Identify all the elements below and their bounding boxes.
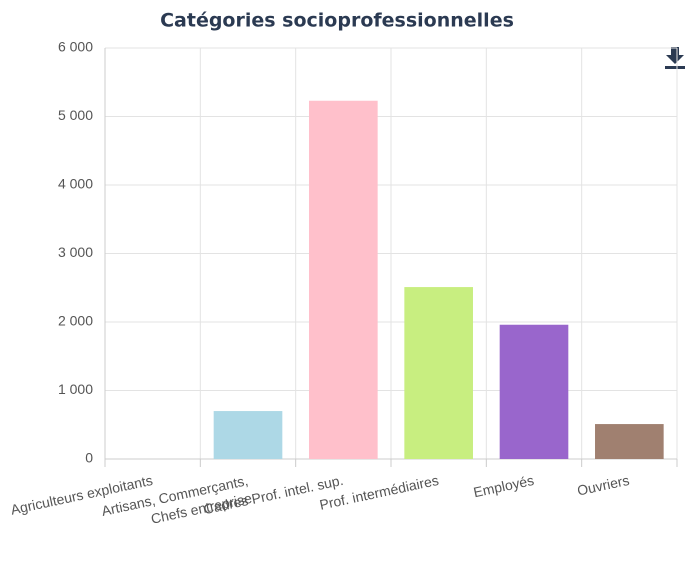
download-button[interactable] [665, 47, 685, 69]
bar [595, 424, 664, 459]
bar [404, 287, 473, 459]
bar [213, 411, 283, 459]
y-tick-label: 2 000 [58, 313, 93, 329]
y-tick-label: 6 000 [58, 39, 93, 55]
bar [309, 100, 378, 460]
y-tick-label: 4 000 [58, 176, 93, 192]
y-tick-label: 1 000 [58, 381, 93, 397]
download-bar [665, 66, 685, 69]
y-tick-label: 5 000 [58, 107, 93, 123]
chart-title: Catégories socioprofessionnelles [160, 10, 514, 32]
x-tick-label: Employés [472, 472, 535, 500]
bar [499, 324, 569, 459]
download-arrow [666, 47, 684, 64]
y-tick-label: 3 000 [58, 244, 93, 260]
x-tick-label: Ouvriers [576, 472, 631, 499]
y-tick-label: 0 [85, 450, 93, 466]
